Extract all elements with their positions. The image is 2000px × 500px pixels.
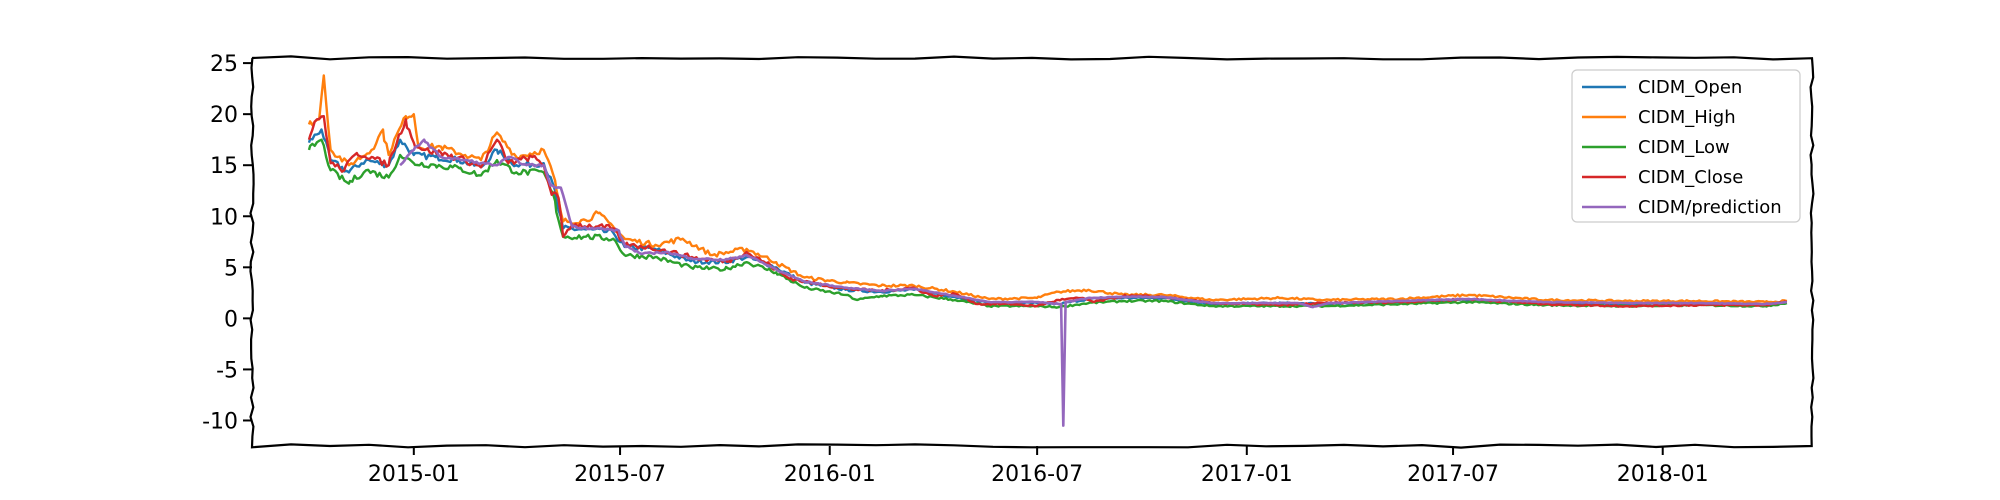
y-tick-label: 20 (210, 103, 238, 128)
series-layer (307, 74, 1788, 427)
plot-frame (249, 55, 1815, 449)
x-tick-label: 2015-01 (368, 462, 460, 487)
series-line-cidm-high (307, 74, 1788, 304)
x-tick-label: 2016-01 (784, 462, 876, 487)
legend-label: CIDM_Close (1638, 167, 1743, 188)
y-tick-label: 25 (210, 52, 238, 77)
legend-box (1571, 69, 1801, 223)
y-tick-label: 10 (210, 205, 238, 230)
y-tick-label: 15 (210, 154, 238, 179)
y-axis: 25 20 15 10 5 0 -5 -10 (202, 52, 252, 434)
legend-label: CIDM_High (1638, 107, 1736, 128)
series-line-cidm-close (307, 115, 1788, 308)
y-tick-label: -10 (202, 409, 238, 434)
y-tick-label: 5 (224, 256, 238, 281)
y-tick-label: -5 (216, 358, 238, 383)
y-tick-label: 0 (224, 307, 238, 332)
x-tick-label: 2017-01 (1201, 462, 1293, 487)
series-line-cidm-prediction (399, 138, 1788, 427)
x-axis: 2015-01 2015-07 2016-01 2016-07 2017-01 2017-… (368, 446, 1709, 487)
x-tick-label: 2016-07 (991, 462, 1083, 487)
x-tick-label: 2017-07 (1407, 462, 1499, 487)
legend-label: CIDM_Open (1638, 77, 1742, 98)
x-tick-label: 2018-01 (1617, 462, 1709, 487)
legend-label: CIDM/prediction (1638, 197, 1782, 218)
x-tick-label: 2015-07 (574, 462, 666, 487)
legend-label: CIDM_Low (1638, 137, 1730, 158)
legend: CIDM_Open CIDM_High CIDM_Low CIDM_Close CIDM… (1571, 69, 1801, 223)
legend-items: CIDM_Open CIDM_High CIDM_Low CIDM_Close CIDM… (1582, 77, 1782, 218)
